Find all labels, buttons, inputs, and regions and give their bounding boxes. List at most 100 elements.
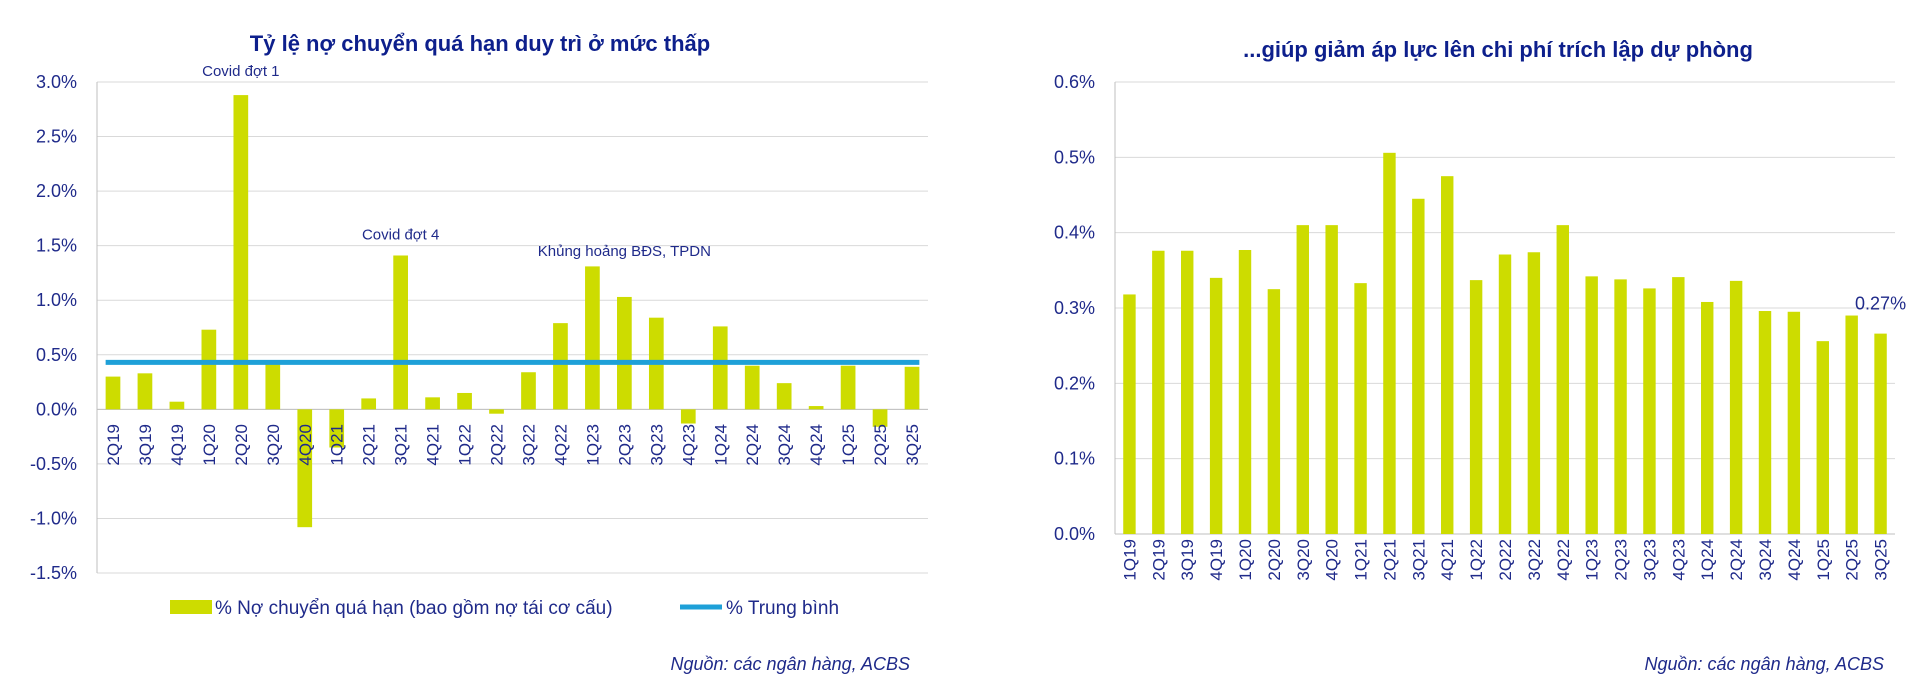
x-tick-label: 3Q22 (1525, 539, 1544, 581)
bar-3Q22 (1527, 252, 1541, 534)
bar-3Q20 (1296, 225, 1309, 534)
x-tick-label: 2Q19 (1149, 539, 1168, 581)
bar-4Q19 (1209, 277, 1223, 534)
annotation-label: Khủng hoảng BĐS, TPDN (538, 243, 711, 260)
bar-1Q23 (1585, 276, 1598, 534)
right-chart-annotations: 0.27% (1855, 294, 1906, 314)
legend-label-line: % Trung bình (726, 598, 839, 619)
bar-4Q23 (680, 409, 696, 424)
x-tick-label: 4Q20 (1323, 539, 1342, 581)
x-tick-label: 4Q19 (168, 424, 187, 466)
x-tick-label: 4Q23 (679, 424, 698, 466)
left-chart-x-axis: 2Q19 3Q19 4Q19 1Q20 2Q20 3Q20 4Q20 1Q21 2Q21 3Q21… (104, 424, 922, 466)
x-tick-label: 2Q24 (1727, 539, 1746, 581)
x-tick-label: 4Q22 (1554, 539, 1573, 581)
bar-4Q22 (553, 323, 568, 410)
right-chart-bars (1123, 152, 1887, 534)
x-tick-label: 2Q23 (1612, 539, 1631, 581)
left-chart-legend: % Nợ chuyển quá hạn (bao gồm nợ tái cơ c… (170, 598, 839, 619)
bar-1Q21 (1354, 283, 1367, 534)
y-tick-label: 2.0% (36, 181, 77, 201)
x-tick-label: 1Q22 (456, 424, 475, 466)
x-tick-label: 3Q22 (519, 424, 538, 466)
bar-4Q23 (1672, 277, 1685, 534)
bar-4Q22 (1556, 225, 1569, 534)
bar-2Q23 (617, 296, 632, 410)
bar-3Q23 (1643, 288, 1656, 534)
x-tick-label: 3Q23 (647, 424, 666, 466)
y-tick-label: 0.0% (1054, 524, 1095, 544)
x-tick-label: 1Q24 (711, 424, 730, 466)
bar-4Q24 (808, 406, 824, 410)
right-chart-y-axis: 0.6% 0.5% 0.4% 0.3% 0.2% 0.1% 0.0% (1054, 72, 1895, 544)
bar-2Q22 (1498, 254, 1512, 534)
y-tick-label: 0.5% (1054, 147, 1095, 167)
right-chart-x-axis: 1Q19 2Q19 3Q19 4Q19 1Q20 2Q20 3Q20 4Q20 1Q21 2Q21… (1120, 539, 1890, 581)
x-tick-label: 4Q21 (424, 424, 443, 466)
annotation-label: Covid đợt 4 (362, 227, 439, 244)
bar-1Q22 (1469, 280, 1483, 534)
x-tick-label: 2Q23 (615, 424, 634, 466)
bar-1Q21 (329, 409, 345, 448)
x-tick-label: 1Q20 (1236, 539, 1255, 581)
x-tick-label: 1Q22 (1467, 539, 1486, 581)
y-tick-label: 1.0% (36, 290, 77, 310)
bar-2Q25 (872, 409, 888, 427)
bar-4Q21 (425, 397, 440, 410)
x-tick-label: 4Q22 (551, 424, 570, 466)
y-tick-label: 0.2% (1054, 373, 1095, 393)
bar-3Q25 (1874, 333, 1887, 534)
legend-label-bar: % Nợ chuyển quá hạn (bao gồm nợ tái cơ c… (215, 598, 613, 619)
bar-3Q19 (137, 373, 153, 410)
y-tick-label: 1.5% (36, 236, 77, 256)
left-chart-annotations: Covid đợt 1 Covid đợt 4 Khủng hoảng BĐS, T… (202, 63, 711, 260)
bar-2Q19 (105, 376, 121, 410)
y-tick-label: 0.5% (36, 345, 77, 365)
x-tick-label: 2Q21 (1380, 539, 1399, 581)
bar-3Q20 (265, 363, 281, 410)
right-chart-source: Nguồn: các ngân hàng, ACBS (1645, 654, 1885, 674)
y-tick-label: -1.0% (30, 508, 77, 528)
x-tick-label: 4Q20 (296, 424, 315, 466)
y-tick-label: 3.0% (36, 72, 77, 92)
bar-4Q20 (1325, 225, 1338, 534)
x-tick-label: 1Q25 (839, 424, 858, 466)
bar-1Q22 (457, 392, 472, 410)
x-tick-label: 3Q20 (1294, 539, 1313, 581)
bar-1Q24 (1701, 301, 1714, 534)
bar-1Q20 (1238, 249, 1252, 534)
x-tick-label: 1Q19 (1120, 539, 1139, 581)
x-tick-label: 1Q21 (1352, 539, 1371, 581)
bar-3Q24 (1758, 311, 1772, 534)
x-tick-label: 2Q22 (1496, 539, 1515, 581)
bar-3Q19 (1181, 250, 1194, 534)
x-tick-label: 3Q24 (775, 424, 794, 466)
bar-2Q24 (1729, 280, 1743, 534)
x-tick-label: 3Q20 (264, 424, 283, 466)
bar-1Q19 (1123, 294, 1136, 534)
y-tick-label: 0.4% (1054, 223, 1095, 243)
bar-2Q23 (1614, 279, 1627, 534)
bar-4Q19 (169, 401, 185, 410)
x-tick-label: 3Q19 (1178, 539, 1197, 581)
x-tick-label: 4Q21 (1438, 539, 1457, 581)
x-tick-label: 3Q19 (136, 424, 155, 466)
bar-3Q21 (393, 255, 408, 410)
bar-2Q20 (233, 95, 249, 410)
bar-2Q25 (1845, 315, 1858, 534)
x-tick-label: 2Q25 (871, 424, 890, 466)
y-tick-label: -1.5% (30, 563, 77, 583)
bar-2Q24 (744, 365, 760, 410)
bar-2Q20 (1267, 289, 1281, 534)
annotation-label: 0.27% (1855, 294, 1906, 314)
bar-1Q24 (712, 326, 728, 410)
x-tick-label: 2Q21 (360, 424, 379, 466)
y-tick-label: 0.0% (36, 399, 77, 419)
y-tick-label: 0.6% (1054, 72, 1095, 92)
x-tick-label: 1Q24 (1698, 539, 1717, 581)
x-tick-label: 2Q20 (232, 424, 251, 466)
bar-2Q21 (1383, 152, 1396, 534)
y-tick-label: 0.3% (1054, 298, 1095, 318)
x-tick-label: 1Q21 (328, 424, 347, 466)
